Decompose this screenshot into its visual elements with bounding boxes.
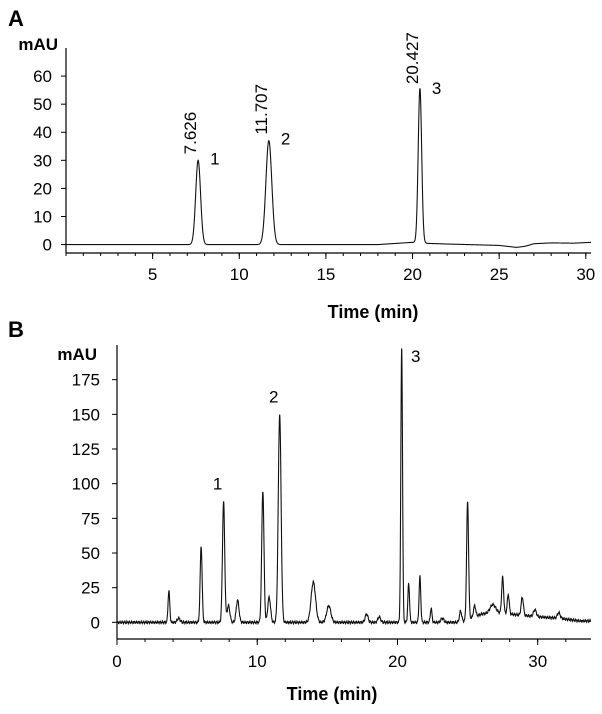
panel-b-y-tick-label: 75: [81, 509, 100, 528]
panel-b-y-tick-label: 150: [72, 405, 100, 424]
panel-a-series-line: [66, 88, 592, 248]
panel-a-y-tick-label: 20: [33, 179, 52, 198]
panel-a-letter: A: [8, 6, 24, 31]
panel-a-y-tick-label: 30: [33, 151, 52, 170]
panel-a-peak-rt-label: 11.707: [252, 84, 271, 135]
panel-a-y-tick-label: 60: [33, 67, 52, 86]
panel-b-y-tick-label: 50: [81, 544, 100, 563]
panel-a-y-ticks: 0 10 20 30 40 50 60: [33, 67, 66, 255]
panel-b-x-tick-label: 10: [248, 652, 267, 671]
panel-b-peak-number-label: 3: [411, 347, 420, 366]
panel-a-x-tick-label: 30: [576, 265, 595, 284]
panel-b: B mAU 0 25 50 75 100 125 150 175 0 10 20 30 1 2 3 Ti…: [8, 317, 592, 704]
panel-b-y-tick-label: 175: [72, 371, 100, 390]
panel-a-x-tick-label: 10: [230, 265, 249, 284]
panel-a-peak-rt-label: 20.427: [403, 32, 422, 84]
panel-b-x-tick-label: 0: [112, 652, 121, 671]
panel-a-peak-rt-label: 7.626: [181, 112, 200, 155]
panel-a-peak-number-label: 2: [281, 130, 290, 149]
panel-a-y-tick-label: 0: [43, 236, 52, 255]
panel-a-peak-labels: 7.626 1 11.707 2 20.427 3: [181, 32, 441, 168]
panel-a-x-tick-label: 20: [403, 265, 422, 284]
panel-b-x-tick-label: 20: [388, 652, 407, 671]
panel-a-peak-number-label: 3: [432, 79, 441, 98]
panel-b-peak-number-label: 2: [269, 387, 278, 406]
panel-a-y-tick-label: 40: [33, 123, 52, 142]
panel-a-x-axis-title: Time (min): [328, 302, 419, 322]
panel-b-y-ticks: 0 25 50 75 100 125 150 175: [72, 371, 117, 632]
panel-b-y-unit: mAU: [57, 345, 97, 364]
panel-b-x-axis-title: Time (min): [287, 684, 378, 704]
panel-b-x-ticks: 0 10 20 30: [112, 639, 567, 671]
panel-b-x-tick-label: 30: [528, 652, 547, 671]
panel-a-x-tick-label: 5: [148, 265, 157, 284]
panel-b-peak-number-label: 1: [213, 475, 222, 494]
panel-b-y-tick-label: 100: [72, 475, 100, 494]
panel-a-x-tick-label: 25: [490, 265, 509, 284]
panel-a: A mAU 0 10 20 30 40 50 60 5 10 15 20 25 30 7.626 1 11…: [8, 6, 595, 322]
panel-b-series-line: [116, 348, 592, 626]
panel-b-y-tick-label: 25: [81, 579, 100, 598]
panel-b-y-tick-label: 0: [91, 613, 100, 632]
panel-a-x-tick-label: 15: [316, 265, 335, 284]
panel-a-peak-number-label: 1: [210, 149, 219, 168]
panel-a-x-ticks: 5 10 15 20 25 30: [65, 253, 595, 284]
panel-b-y-tick-label: 125: [72, 440, 100, 459]
panel-a-y-tick-label: 10: [33, 207, 52, 226]
panel-b-letter: B: [8, 317, 24, 342]
panel-a-y-tick-label: 50: [33, 95, 52, 114]
panel-a-y-unit: mAU: [18, 35, 58, 54]
panel-b-peak-labels: 1 2 3: [213, 347, 421, 494]
